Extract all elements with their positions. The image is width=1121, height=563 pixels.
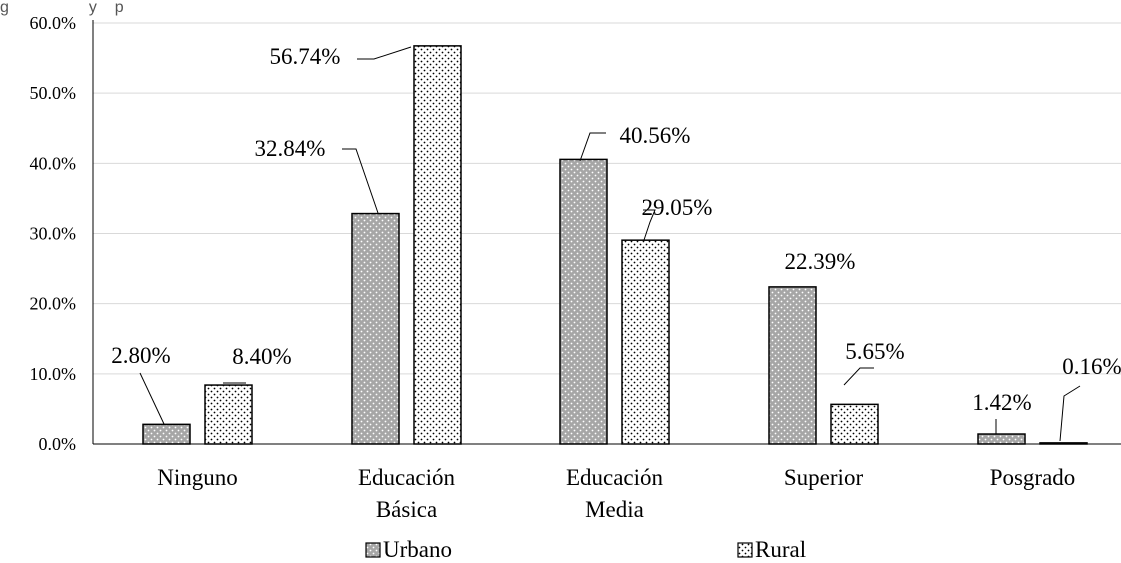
x-category-label: Básica [376,497,437,522]
legend-label: Rural [755,537,806,562]
data-labels: 2.80% 32.84% 40.56% 22.39% 1.42% 8.40% 56.74% 2… [111,44,1121,415]
bar-urbano [977,433,1026,445]
bar-urbano [768,286,817,445]
y-tick-label: 50.0% [30,83,77,103]
data-label: 5.65% [845,339,904,364]
bar-urbano [559,158,608,445]
bar-rural [621,239,670,445]
bar-rural [204,384,253,445]
data-label: 2.80% [111,343,170,368]
y-axis: 0.0% 10.0% 20.0% 30.0% 40.0% 50.0% 60.0% [30,13,94,454]
label-leaders [139,46,1081,442]
leader-line [1059,385,1081,442]
y-tick-label: 0.0% [39,434,77,454]
data-label: 0.16% [1062,354,1121,379]
x-category-label: Ninguno [157,465,238,490]
x-category-label: Educación [566,465,664,490]
leader-line [843,367,874,386]
bars [142,45,1088,445]
bar-rural [413,45,462,445]
x-axis: Ninguno Educación Básica Educación Media Supe… [93,443,1121,522]
data-label: 40.56% [620,123,691,148]
y-tick-label: 40.0% [30,153,77,173]
leader-line [342,148,379,214]
bar-rural [830,403,879,445]
x-category-label: Posgrado [990,465,1076,490]
x-category-label: Educación [358,465,456,490]
leader-line [643,209,656,241]
caption-fragment: g y p [0,0,124,16]
y-tick-label: 20.0% [30,294,77,314]
data-label: 56.74% [270,44,341,69]
x-category-label: Superior [784,465,864,490]
leader-line [357,46,412,60]
leader-line [579,132,606,162]
x-category-label: Media [585,497,644,522]
legend-swatch-urbano [365,542,381,558]
data-label: 22.39% [785,249,856,274]
data-label: 1.42% [972,390,1031,415]
legend-swatch-rural [737,542,753,558]
data-label: 32.84% [255,136,326,161]
legend: Urbano Rural [365,537,806,562]
y-tick-label: 30.0% [30,224,77,244]
data-label: 8.40% [232,344,291,369]
bar-urbano [142,423,191,445]
y-tick-label: 10.0% [30,364,77,384]
data-label: 29.05% [642,195,713,220]
y-tick-label: 60.0% [30,13,77,33]
legend-label: Urbano [383,537,452,562]
leader-line [139,372,165,425]
bar-urbano [351,212,400,445]
